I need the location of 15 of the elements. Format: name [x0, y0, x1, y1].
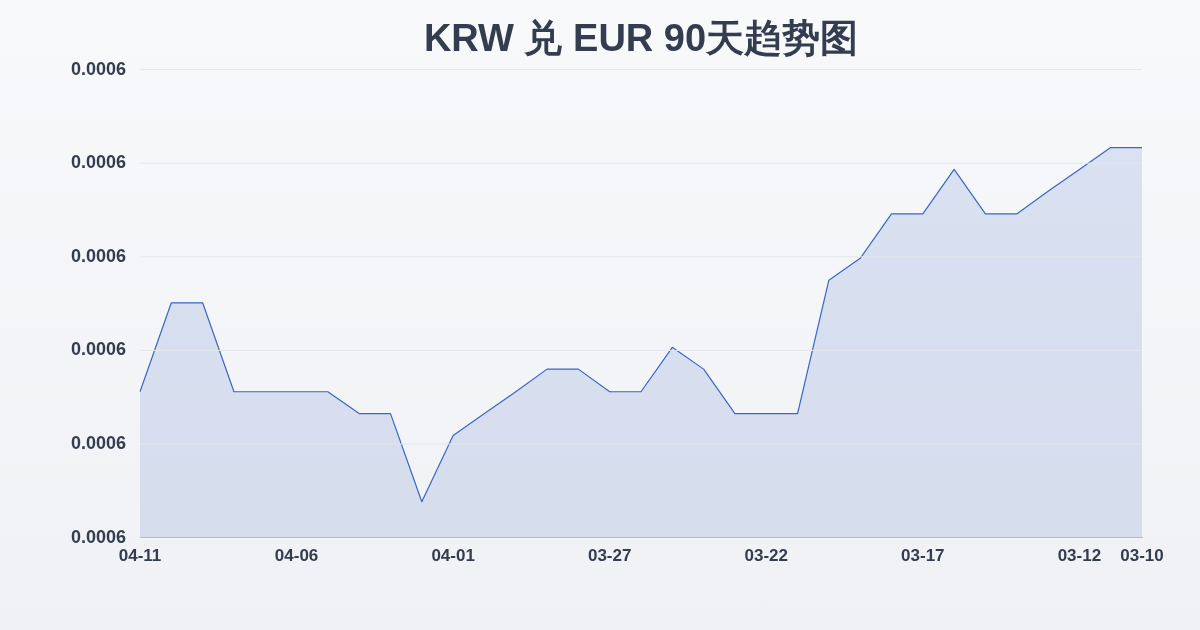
- chart-title: KRW 兑 EUR 90天趋势图: [423, 17, 859, 60]
- x-tick-label: 04-01: [431, 546, 475, 566]
- text: 0.0006: [70, 526, 126, 547]
- x-tick-label: 03-22: [744, 546, 788, 566]
- text: 0.0006: [70, 339, 126, 360]
- text: 0.0006: [70, 58, 126, 79]
- text: 0.0006: [70, 152, 126, 173]
- x-tick-label: 04-11: [118, 546, 162, 566]
- x-tick-label: 03-27: [587, 546, 632, 566]
- text: 0.0006: [70, 432, 126, 453]
- x-tick-label: 04-06: [274, 546, 319, 566]
- x-tick-label: 03-12: [1057, 546, 1102, 566]
- x-tick-label: 03-17: [901, 546, 945, 566]
- text: 0.0006: [70, 245, 126, 266]
- x-tick-label: 03-10: [1120, 546, 1164, 566]
